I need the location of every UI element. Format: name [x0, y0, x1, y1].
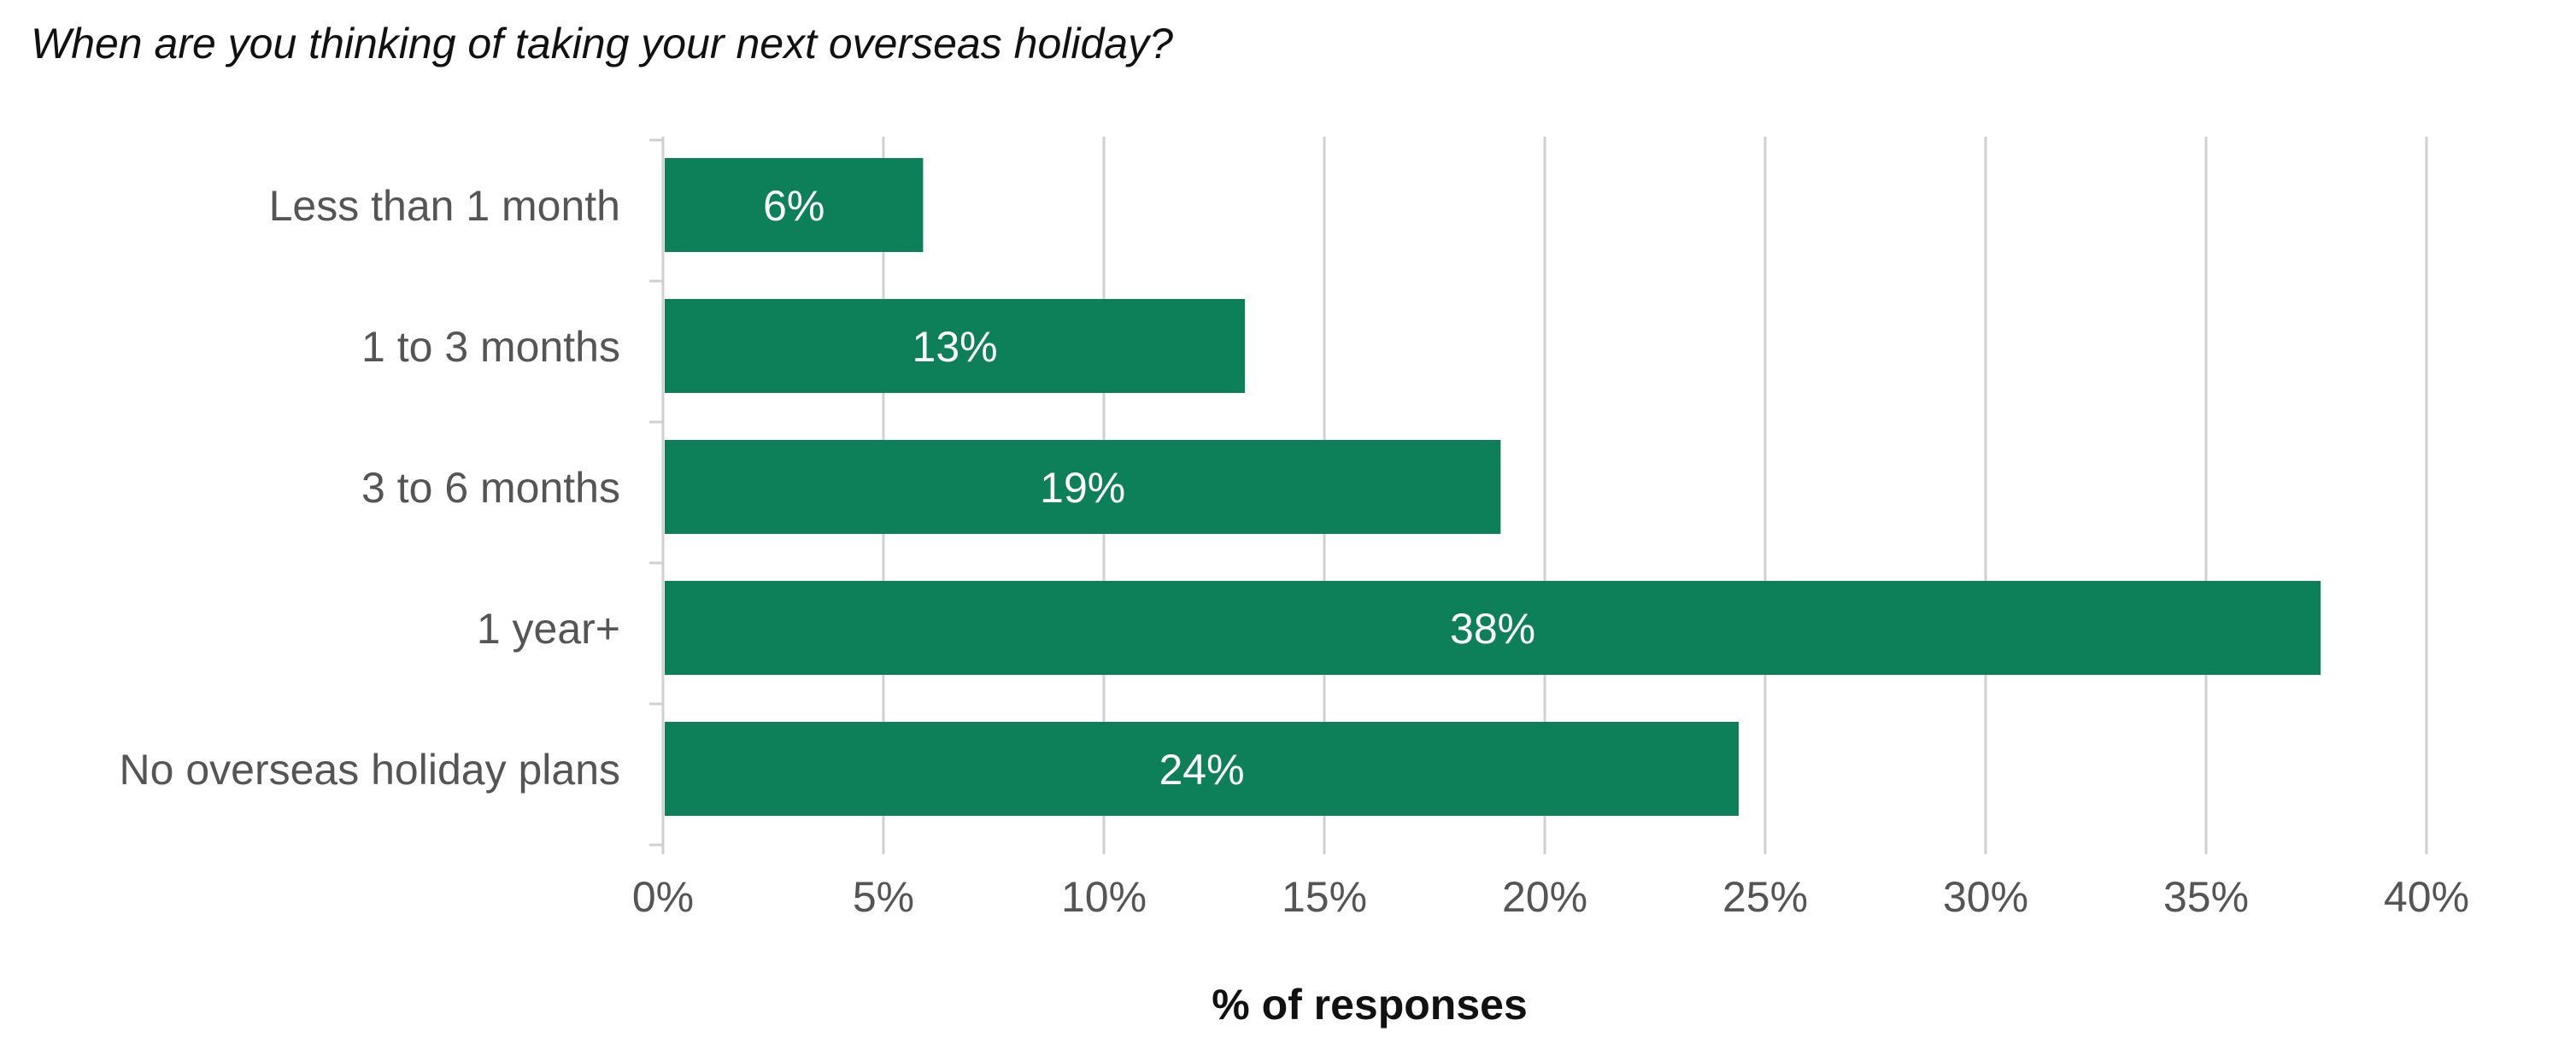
category-labels: Less than 1 month 1 to 3 months 3 to 6 mon…	[120, 182, 620, 794]
x-tick-label: 35%	[2163, 873, 2249, 921]
x-tick-label: 10%	[1061, 873, 1147, 921]
bar	[665, 158, 924, 252]
y-axis	[649, 137, 665, 854]
category-label: Less than 1 month	[269, 182, 620, 230]
x-axis-label: % of responses	[1212, 981, 1528, 1029]
category-label: 3 to 6 months	[361, 464, 620, 512]
data-label: 6%	[763, 182, 824, 230]
x-tick-label: 20%	[1502, 873, 1587, 921]
bars	[665, 158, 2321, 816]
category-label: 1 year+	[477, 605, 620, 653]
data-labels: 6% 13% 19% 38% 24%	[763, 182, 1535, 794]
x-tick-label: 30%	[1943, 873, 2028, 921]
data-label: 38%	[1450, 605, 1535, 653]
data-label: 19%	[1040, 464, 1125, 512]
chart-title: When are you thinking of taking your nex…	[31, 20, 1173, 67]
x-tick-label: 0%	[632, 873, 694, 921]
x-tick-labels: 0% 5% 10% 15% 20% 25% 30% 35% 40%	[632, 873, 2469, 921]
x-tick-label: 40%	[2384, 873, 2469, 921]
bar	[665, 440, 1501, 534]
x-tick-label: 5%	[853, 873, 914, 921]
category-label: No overseas holiday plans	[120, 746, 620, 794]
x-tick-label: 15%	[1282, 873, 1367, 921]
bar	[665, 722, 1740, 816]
data-label: 13%	[912, 323, 998, 371]
x-tick-label: 25%	[1722, 873, 1808, 921]
data-label: 24%	[1159, 746, 1244, 794]
category-label: 1 to 3 months	[361, 323, 620, 371]
bar	[665, 581, 2321, 675]
bar	[665, 299, 1246, 393]
